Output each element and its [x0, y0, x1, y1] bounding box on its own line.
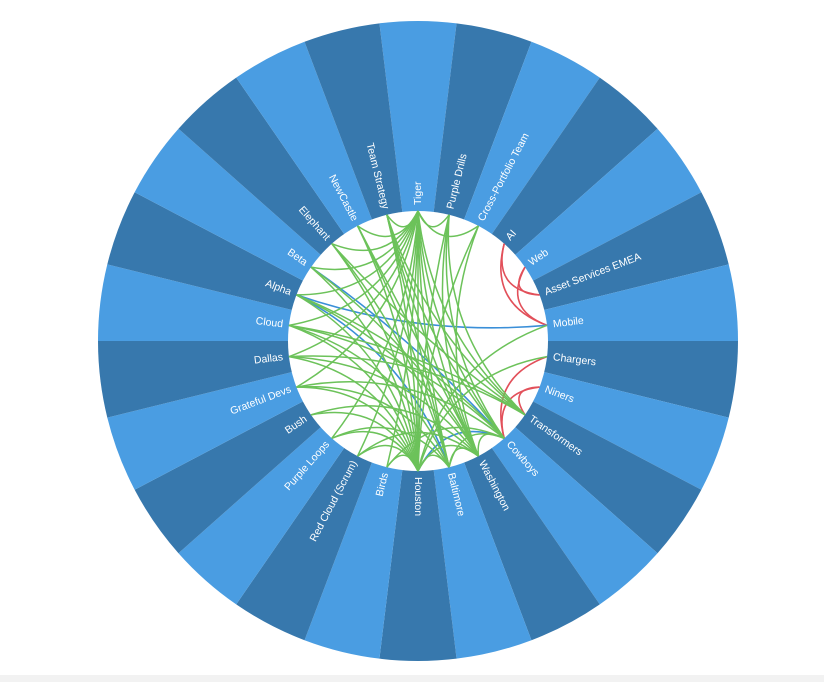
link-alpha-baltimore[interactable] — [296, 294, 450, 468]
link-tiger-grateful-devs[interactable] — [296, 210, 419, 388]
link-tiger-cloud[interactable] — [288, 210, 419, 327]
node-label-chargers: Chargers — [552, 351, 596, 368]
link-cloud-cowboys[interactable] — [288, 324, 505, 439]
link-tiger-red-cloud-scrum[interactable] — [356, 210, 419, 457]
link-cloud-houston[interactable] — [288, 324, 419, 472]
link-tiger-alpha[interactable] — [296, 210, 419, 296]
link-grateful-devs-cowboys[interactable] — [296, 381, 505, 439]
segment-houston[interactable] — [379, 341, 457, 662]
link-group — [288, 210, 548, 472]
bottom-edge-bar — [0, 675, 824, 682]
link-tiger-cowboys[interactable] — [417, 210, 505, 439]
segment-tiger[interactable] — [379, 21, 457, 342]
link-chargers-houston[interactable] — [417, 355, 548, 472]
link-washington-cowboys[interactable] — [477, 433, 505, 457]
link-alpha-washington[interactable] — [296, 294, 480, 457]
link-dallas-houston[interactable] — [288, 355, 419, 472]
link-cloud-transformers[interactable] — [288, 324, 526, 416]
link-grateful-devs-baltimore[interactable] — [296, 385, 450, 468]
link-tiger-team-strategy[interactable] — [386, 210, 419, 228]
link-tiger-transformers[interactable] — [417, 210, 526, 416]
link-cross-portfolio-team-houston[interactable] — [417, 225, 480, 472]
link-mobile-houston[interactable] — [417, 324, 548, 472]
link-bush-washington[interactable] — [310, 404, 479, 457]
link-beta-cowboys[interactable] — [310, 266, 505, 439]
link-grateful-devs-houston[interactable] — [296, 386, 419, 472]
link-cloud-baltimore[interactable] — [288, 324, 450, 468]
node-label-cloud: Cloud — [255, 315, 284, 330]
link-chargers-cowboys[interactable] — [500, 355, 548, 439]
link-elephant-transformers[interactable] — [331, 243, 526, 416]
link-newcastle-washington[interactable] — [356, 225, 480, 457]
node-label-dallas: Dallas — [253, 351, 283, 366]
link-purple-drills-cowboys[interactable] — [445, 214, 505, 439]
link-niners-transformers[interactable] — [518, 386, 540, 416]
link-birds-cowboys[interactable] — [386, 426, 505, 468]
link-purple-loops-baltimore[interactable] — [331, 426, 450, 468]
link-purple-drills-transformers[interactable] — [447, 214, 526, 416]
node-label-birds: Birds — [374, 472, 391, 498]
link-red-cloud-scrum-washington[interactable] — [357, 431, 479, 457]
link-dallas-washington[interactable] — [288, 355, 480, 457]
link-cross-portfolio-team-washington[interactable] — [455, 225, 480, 457]
link-web-asset-services-emea[interactable] — [518, 266, 540, 296]
link-purple-drills-washington[interactable] — [441, 214, 480, 457]
link-tiger-dallas[interactable] — [288, 210, 419, 358]
node-label-houston: Houston — [412, 477, 424, 516]
link-bush-houston[interactable] — [310, 411, 419, 472]
link-dallas-transformers[interactable] — [288, 355, 526, 416]
node-label-mobile: Mobile — [552, 315, 584, 331]
node-label-tiger: Tiger — [412, 181, 424, 205]
link-team-strategy-cowboys[interactable] — [386, 214, 505, 439]
